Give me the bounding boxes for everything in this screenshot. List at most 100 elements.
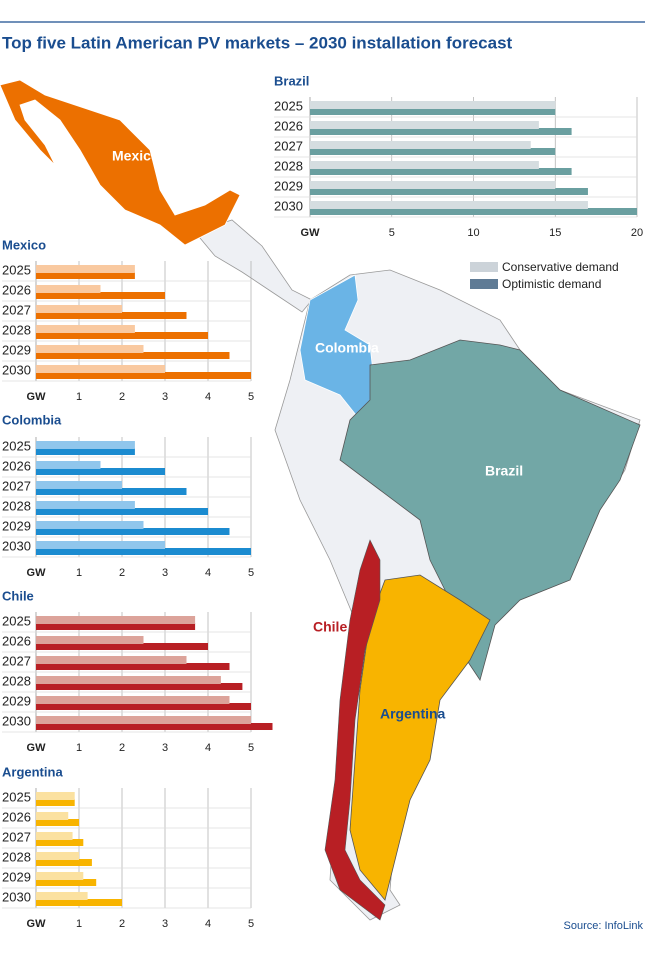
bar: [36, 819, 79, 826]
bar: [36, 441, 135, 449]
bar: [36, 683, 243, 690]
x-tick-label: 2: [119, 742, 125, 754]
bar: [310, 101, 556, 109]
bar: [36, 352, 230, 359]
x-tick-label: 4: [205, 391, 211, 403]
legend-label: Conservative demand: [502, 260, 619, 274]
y-tick-label: 2026: [2, 633, 31, 648]
map-label: Chile: [313, 619, 347, 635]
bar: [36, 839, 84, 846]
bar: [36, 285, 101, 293]
x-tick-label: 2: [119, 391, 125, 403]
bar: [36, 859, 92, 866]
bar: [36, 461, 101, 469]
bar: [310, 161, 539, 169]
bar: [36, 792, 75, 800]
x-tick-label: 15: [549, 227, 561, 239]
y-tick-label: 2028: [2, 498, 31, 513]
bar: [36, 488, 187, 495]
x-tick-label: 4: [205, 918, 211, 930]
y-tick-label: 2030: [2, 713, 31, 728]
brazil-shape: [339, 339, 641, 681]
y-tick-label: 2028: [2, 849, 31, 864]
bar: [36, 325, 135, 333]
y-tick-label: 2029: [2, 342, 31, 357]
bar: [36, 448, 135, 455]
x-tick-label: 4: [205, 567, 211, 579]
chart-title: Colombia: [2, 412, 62, 427]
bar: [36, 623, 196, 630]
bar: [36, 468, 165, 475]
chile-shape: [324, 539, 386, 921]
chart-title: Argentina: [2, 764, 63, 779]
y-tick-label: 2025: [274, 98, 303, 113]
y-tick-label: 2025: [2, 789, 31, 804]
bar: [36, 312, 187, 319]
y-tick-label: 2027: [2, 829, 31, 844]
y-tick-label: 2030: [2, 889, 31, 904]
bar: [310, 188, 588, 195]
x-tick-label: 10: [467, 227, 479, 239]
x-tick-label: 5: [248, 567, 254, 579]
axis-label: GW: [27, 742, 47, 754]
bar: [310, 148, 556, 155]
chart-title: Mexico: [2, 237, 46, 252]
x-tick-label: 5: [248, 918, 254, 930]
axis-label: GW: [301, 227, 321, 239]
bar: [36, 899, 122, 906]
bar: [36, 501, 135, 509]
legend-swatch: [470, 279, 498, 289]
x-tick-label: 1: [76, 918, 82, 930]
y-tick-label: 2026: [274, 118, 303, 133]
bar: [36, 372, 251, 379]
y-tick-label: 2025: [2, 438, 31, 453]
title: Top five Latin American PV markets – 203…: [2, 33, 513, 52]
chart-title: Chile: [2, 588, 34, 603]
y-tick-label: 2027: [2, 302, 31, 317]
bar: [36, 703, 251, 710]
map-label: Mexico: [112, 148, 159, 164]
bar: [36, 832, 73, 840]
bar: [36, 305, 122, 313]
bar: [36, 663, 230, 670]
bar: [36, 508, 208, 515]
map-label: Argentina: [380, 706, 446, 722]
bar: [310, 168, 572, 175]
bar: [310, 208, 637, 215]
bar: [36, 872, 84, 880]
central-america: [194, 219, 313, 313]
x-tick-label: 20: [631, 227, 643, 239]
x-tick-label: 3: [162, 391, 168, 403]
axis-label: GW: [27, 391, 47, 403]
bar: [36, 723, 273, 730]
bar: [36, 365, 165, 373]
y-tick-label: 2027: [2, 653, 31, 668]
bar: [36, 892, 88, 900]
bar: [310, 181, 556, 189]
map-label: Brazil: [485, 463, 523, 479]
x-tick-label: 3: [162, 918, 168, 930]
y-tick-label: 2026: [2, 809, 31, 824]
bar: [36, 481, 122, 489]
x-tick-label: 5: [248, 742, 254, 754]
x-tick-label: 3: [162, 742, 168, 754]
bar: [36, 852, 79, 860]
bar: [36, 548, 251, 555]
x-tick-label: 2: [119, 918, 125, 930]
y-tick-label: 2025: [2, 613, 31, 628]
bar: [36, 332, 208, 339]
bar: [310, 201, 588, 209]
x-tick-label: 4: [205, 742, 211, 754]
y-tick-label: 2028: [2, 673, 31, 688]
bar: [36, 696, 230, 704]
source: Source: InfoLink: [564, 920, 644, 932]
bar: [36, 521, 144, 529]
y-tick-label: 2028: [2, 322, 31, 337]
bar: [36, 716, 251, 724]
y-tick-label: 2029: [2, 518, 31, 533]
axis-label: GW: [27, 567, 47, 579]
bar: [36, 676, 221, 684]
bar: [36, 636, 144, 644]
bar: [36, 656, 187, 664]
